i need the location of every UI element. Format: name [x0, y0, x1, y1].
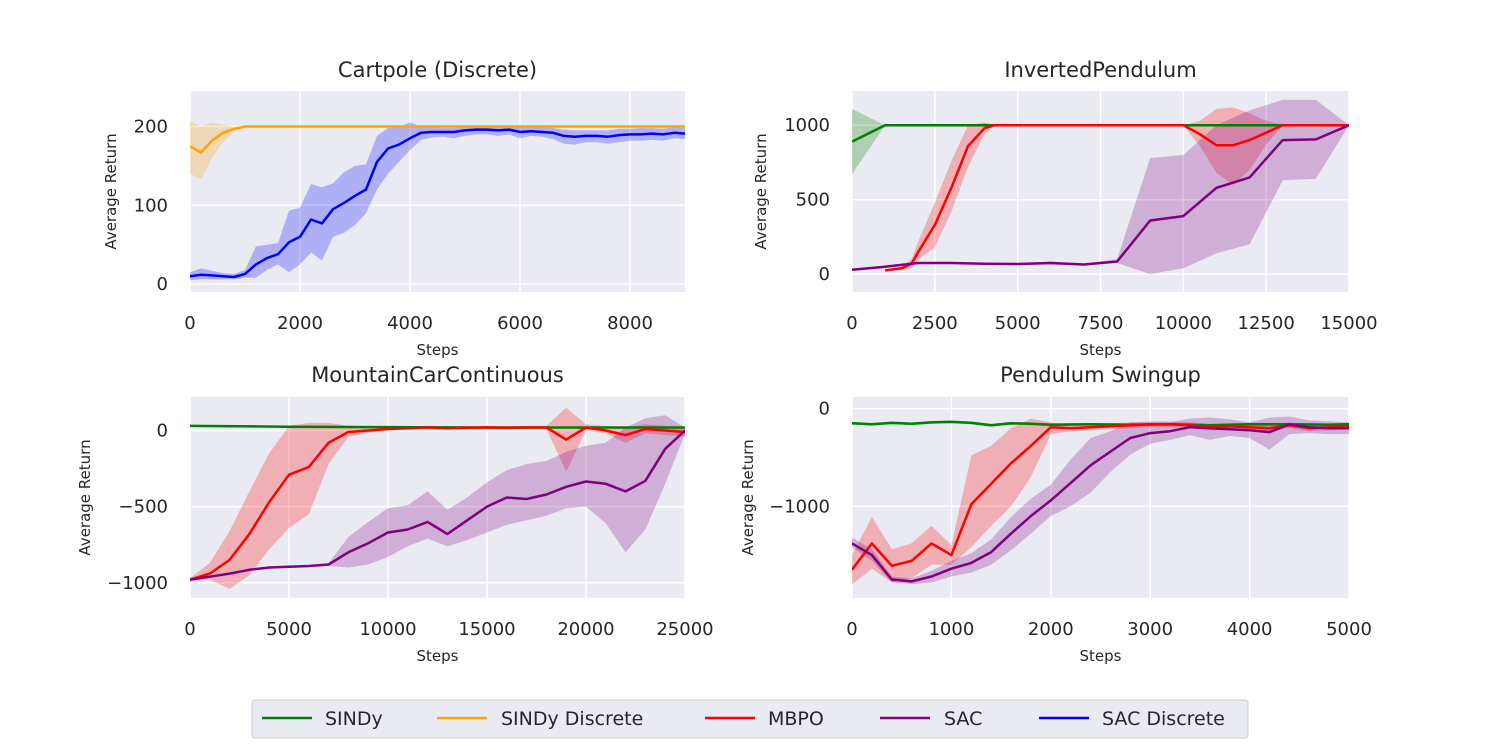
- band-sac: [190, 415, 685, 581]
- x-axis-label: Steps: [417, 341, 459, 359]
- x-tick-label: 0: [184, 619, 195, 640]
- y-tick-label: 100: [134, 195, 168, 216]
- y-axis-label: Average Return: [76, 439, 94, 555]
- y-tick-label: 500: [796, 190, 830, 211]
- line-mbpo: [190, 426, 685, 581]
- line-sac: [852, 124, 1349, 271]
- y-axis-label: Average Return: [102, 133, 120, 249]
- legend-item-mbpo: MBPO: [705, 708, 824, 730]
- x-tick-label: 3000: [1127, 619, 1173, 640]
- band-mbpo: [885, 107, 1349, 272]
- legend-item-sindy: SINDy: [262, 708, 383, 730]
- legend-label: SAC: [944, 708, 982, 730]
- x-tick-label: 0: [846, 313, 857, 334]
- grid-lines: [851, 397, 1350, 598]
- tick-labels: 0 5000 10000 15000 20000 25000 −1000 −500 0: [107, 421, 714, 641]
- tick-labels: 0 2000 4000 6000 8000 0 100 200: [134, 116, 653, 334]
- x-tick-label: 15000: [458, 619, 515, 640]
- x-tick-label: 0: [846, 619, 857, 640]
- x-axis-label: Steps: [1080, 341, 1122, 359]
- x-tick-label: 12500: [1238, 313, 1295, 334]
- subplot-inverted-pendulum: 0 2500 5000 7500 10000 12500 15000 0 500 1000 Inv…: [752, 58, 1378, 359]
- line-sac: [190, 429, 685, 581]
- line-mbpo: [884, 123, 1349, 272]
- tick-labels: 0 1000 2000 3000 4000 5000 −1000 0: [769, 399, 1372, 640]
- x-tick-label: 2000: [277, 313, 323, 334]
- x-tick-label: 5000: [1326, 619, 1372, 640]
- legend-item-sac-discrete: SAC Discrete: [1039, 708, 1225, 730]
- x-axis-label: Steps: [1080, 647, 1122, 665]
- legend: SINDy SINDy Discrete MBPO SAC SAC Discre…: [251, 699, 1249, 739]
- legend-label: SAC Discrete: [1102, 708, 1225, 730]
- x-axis-label: Steps: [417, 647, 459, 665]
- x-tick-label: 20000: [557, 619, 614, 640]
- x-tick-label: 7500: [1078, 313, 1124, 334]
- y-tick-label: 0: [157, 274, 168, 295]
- y-tick-label: 0: [819, 399, 830, 420]
- x-tick-label: 5000: [266, 619, 312, 640]
- band-mbpo: [852, 418, 1349, 585]
- plot-area: [852, 397, 1349, 598]
- confidence-bands: [852, 99, 1349, 275]
- line-sac-discrete: [190, 128, 685, 279]
- chart-title: Cartpole (Discrete): [338, 58, 537, 82]
- band-sac: [852, 99, 1349, 275]
- line-mbpo: [852, 423, 1349, 571]
- x-tick-label: 2000: [1028, 619, 1074, 640]
- x-tick-label: 4000: [387, 313, 433, 334]
- x-tick-label: 15000: [1320, 313, 1377, 334]
- y-tick-label: −500: [119, 497, 168, 518]
- x-tick-label: 4000: [1227, 619, 1273, 640]
- series-lines: [852, 123, 1349, 272]
- legend-item-sindy-discrete: SINDy Discrete: [437, 708, 643, 730]
- x-tick-label: 25000: [656, 619, 713, 640]
- chart-title: Pendulum Swingup: [1000, 363, 1201, 387]
- legend-item-sac: SAC: [880, 708, 982, 730]
- chart-title: InvertedPendulum: [1004, 58, 1196, 82]
- y-tick-label: 1000: [784, 115, 830, 136]
- series-lines: [190, 125, 685, 279]
- y-axis-label: Average Return: [739, 439, 757, 555]
- legend-label: SINDy Discrete: [501, 708, 643, 730]
- x-tick-label: 0: [184, 313, 195, 334]
- line-sac: [852, 423, 1349, 583]
- subplot-cartpole-discrete: 0 2000 4000 6000 8000 0 100 200 Cartpole (Discr…: [102, 58, 685, 359]
- chart-title: MountainCarContinuous: [311, 363, 564, 387]
- x-tick-label: 1000: [928, 619, 974, 640]
- y-tick-label: 200: [134, 116, 168, 137]
- y-tick-label: 0: [157, 421, 168, 442]
- tick-labels: 0 2500 5000 7500 10000 12500 15000 0 500 1000: [784, 115, 1377, 334]
- y-tick-label: −1000: [769, 496, 830, 517]
- y-tick-label: −1000: [107, 573, 168, 594]
- y-tick-label: 0: [819, 264, 830, 285]
- series-lines: [852, 420, 1349, 583]
- band-sac-discrete: [190, 122, 685, 281]
- x-tick-label: 8000: [607, 313, 653, 334]
- x-tick-label: 10000: [359, 619, 416, 640]
- x-tick-label: 2500: [912, 313, 958, 334]
- line-sindy: [852, 420, 1349, 427]
- x-tick-label: 6000: [497, 313, 543, 334]
- legend-label: MBPO: [768, 708, 824, 730]
- x-tick-label: 5000: [995, 313, 1041, 334]
- series-lines: [190, 424, 685, 581]
- line-sindy-discrete: [190, 125, 685, 154]
- subplot-mountaincar-continuous: 0 5000 10000 15000 20000 25000 −1000 −500 0 Moun…: [76, 363, 714, 665]
- x-tick-label: 10000: [1155, 313, 1212, 334]
- plot-area: [190, 91, 685, 292]
- band-mbpo: [190, 407, 685, 589]
- band-sac: [852, 416, 1349, 585]
- legend-label: SINDy: [325, 708, 383, 730]
- subplot-pendulum-swingup: 0 1000 2000 3000 4000 5000 −1000 0 Pendulum Swi…: [739, 363, 1372, 665]
- y-axis-label: Average Return: [752, 133, 770, 249]
